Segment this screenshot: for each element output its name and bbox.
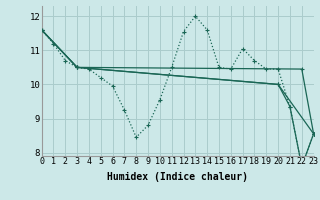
X-axis label: Humidex (Indice chaleur): Humidex (Indice chaleur): [107, 172, 248, 182]
